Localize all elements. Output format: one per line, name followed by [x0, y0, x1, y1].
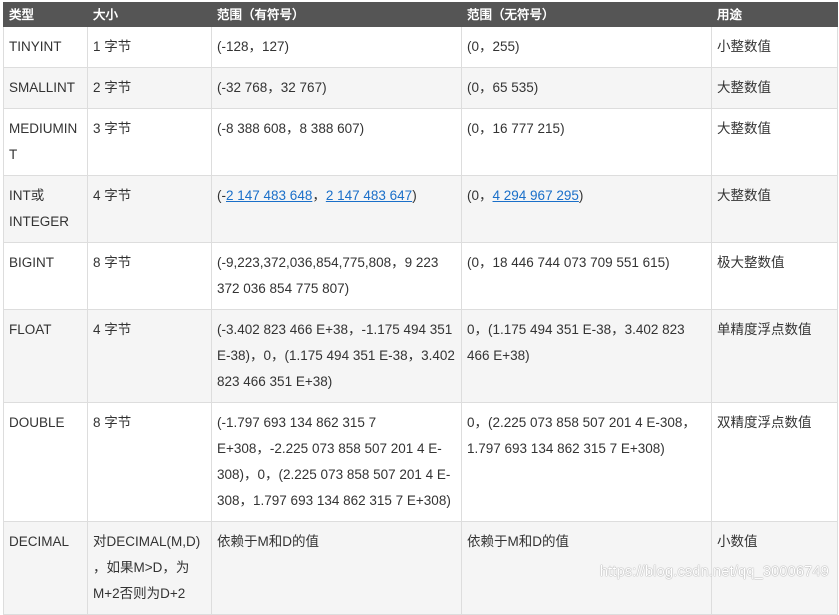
- cell-use: 极大整数值: [711, 242, 838, 310]
- cell-size: 4 字节: [87, 175, 212, 243]
- cell-signed-range: (-1.797 693 134 862 315 7 E+308，-2.225 0…: [211, 402, 462, 522]
- cell-signed-range: (-32 768，32 767): [211, 67, 462, 109]
- cell-unsigned-range: 0，(1.175 494 351 E-38，3.402 823 466 E+38…: [461, 309, 712, 403]
- cell-size: 4 字节: [87, 309, 212, 403]
- cell-signed-range: (-2 147 483 648，2 147 483 647): [211, 175, 462, 243]
- header-type: 类型: [3, 2, 88, 27]
- cell-use: 小整数值: [711, 26, 838, 68]
- signed-separator: ，: [312, 188, 326, 203]
- cell-use: 大整数值: [711, 175, 838, 243]
- cell-use: 双精度浮点数值: [711, 402, 838, 522]
- cell-size: 8 字节: [87, 242, 212, 310]
- cell-use: 单精度浮点数值: [711, 309, 838, 403]
- cell-use: 大整数值: [711, 108, 838, 176]
- cell-type: DECIMAL: [3, 521, 88, 615]
- cell-unsigned-range: (0，255): [461, 26, 712, 68]
- cell-signed-range: (-3.402 823 466 E+38，-1.175 494 351 E-38…: [211, 309, 462, 403]
- cell-unsigned-range: (0，4 294 967 295): [461, 175, 712, 243]
- signed-prefix: (-: [217, 188, 226, 203]
- cell-size: 1 字节: [87, 26, 212, 68]
- cell-signed-range: (-9,223,372,036,854,775,808，9 223 372 03…: [211, 242, 462, 310]
- table-row: TINYINT 1 字节 (-128，127) (0，255) 小整数值: [3, 26, 838, 68]
- table-row: MEDIUMINT 3 字节 (-8 388 608，8 388 607) (0…: [3, 108, 838, 176]
- cell-signed-range: (-128，127): [211, 26, 462, 68]
- cell-type: DOUBLE: [3, 402, 88, 522]
- mysql-integer-types-table: 类型 大小 范围（有符号） 范围（无符号） 用途 TINYINT 1 字节 (-…: [3, 2, 838, 615]
- unsigned-prefix: (0，: [467, 188, 493, 203]
- header-use: 用途: [711, 2, 838, 27]
- table-row: SMALLINT 2 字节 (-32 768，32 767) (0，65 535…: [3, 67, 838, 109]
- cell-type: MEDIUMINT: [3, 108, 88, 176]
- cell-unsigned-range: (0，16 777 215): [461, 108, 712, 176]
- header-signed-range: 范围（有符号）: [211, 2, 462, 27]
- cell-signed-range: 依赖于M和D的值: [211, 521, 462, 615]
- cell-type: INT或INTEGER: [3, 175, 88, 243]
- cell-type: TINYINT: [3, 26, 88, 68]
- unsigned-max-link[interactable]: 4 294 967 295: [492, 188, 579, 203]
- cell-type: SMALLINT: [3, 67, 88, 109]
- cell-type: FLOAT: [3, 309, 88, 403]
- cell-unsigned-range: (0，18 446 744 073 709 551 615): [461, 242, 712, 310]
- cell-use: 大整数值: [711, 67, 838, 109]
- watermark-text: https://blog.csdn.net/qq_30006749: [599, 564, 829, 580]
- table-row: DOUBLE 8 字节 (-1.797 693 134 862 315 7 E+…: [3, 402, 838, 522]
- signed-min-link[interactable]: 2 147 483 648: [226, 188, 313, 203]
- cell-size: 8 字节: [87, 402, 212, 522]
- cell-unsigned-range: (0，65 535): [461, 67, 712, 109]
- header-unsigned-range: 范围（无符号）: [461, 2, 712, 27]
- cell-unsigned-range: 0，(2.225 073 858 507 201 4 E-308，1.797 6…: [461, 402, 712, 522]
- header-size: 大小: [87, 2, 212, 27]
- table-row: FLOAT 4 字节 (-3.402 823 466 E+38，-1.175 4…: [3, 309, 838, 403]
- cell-signed-range: (-8 388 608，8 388 607): [211, 108, 462, 176]
- cell-size: 对DECIMAL(M,D) ，如果M>D，为M+2否则为D+2: [87, 521, 212, 615]
- table-header-row: 类型 大小 范围（有符号） 范围（无符号） 用途: [3, 2, 838, 27]
- cell-size: 3 字节: [87, 108, 212, 176]
- table-row: INT或INTEGER 4 字节 (-2 147 483 648，2 147 4…: [3, 175, 838, 243]
- cell-size: 2 字节: [87, 67, 212, 109]
- signed-max-link[interactable]: 2 147 483 647: [325, 188, 413, 203]
- table-row: BIGINT 8 字节 (-9,223,372,036,854,775,808，…: [3, 242, 838, 310]
- cell-type: BIGINT: [3, 242, 88, 310]
- signed-suffix: ): [412, 188, 417, 203]
- unsigned-suffix: ): [578, 188, 584, 203]
